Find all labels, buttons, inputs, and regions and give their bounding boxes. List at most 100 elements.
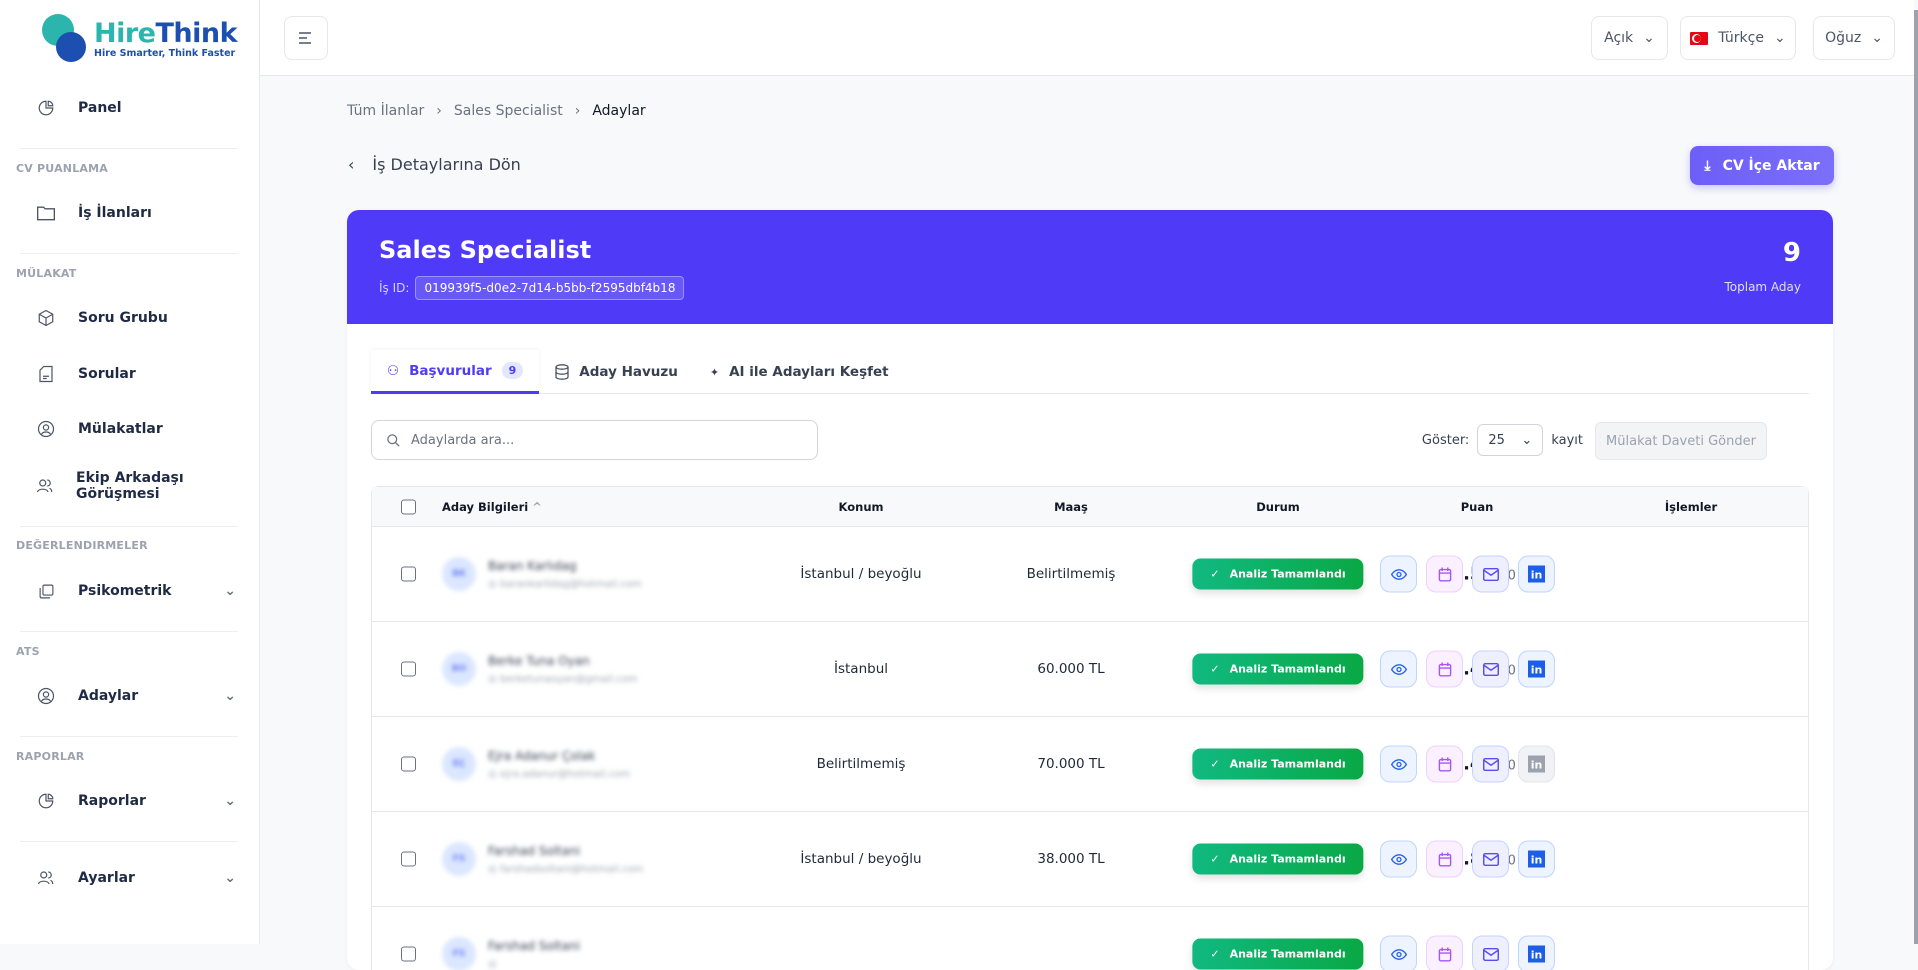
candidate-email: ◎ barankarlidag@hotmail.com xyxy=(488,579,642,590)
sidebar-item-ekip[interactable]: Ekip Arkadaşı Görüşmesi xyxy=(36,468,236,504)
job-title: Sales Specialist xyxy=(379,236,591,264)
row-checkbox[interactable] xyxy=(401,662,416,677)
table-row: BK Baran Karlıdag◎ barankarlidag@hotmail… xyxy=(372,527,1808,622)
view-button[interactable] xyxy=(1380,556,1417,593)
language-label: Türkçe xyxy=(1718,30,1764,46)
linkedin-button[interactable]: in xyxy=(1518,651,1555,688)
view-button[interactable] xyxy=(1380,651,1417,688)
select-all-checkbox[interactable] xyxy=(401,499,416,514)
page-size-control: Göster: 25⌄ kayıt xyxy=(1422,420,1583,460)
sidebar-item-is-ilanlari[interactable]: İş İlanları xyxy=(36,195,236,231)
linkedin-icon: in xyxy=(1528,566,1545,583)
schedule-button[interactable] xyxy=(1426,556,1463,593)
avatar: BK xyxy=(442,557,476,591)
job-candidates-card: Sales Specialist İş ID:019939f5-d0e2-7d1… xyxy=(347,210,1833,970)
sidebar-item-adaylar[interactable]: Adaylar⌄ xyxy=(36,678,236,714)
job-header: Sales Specialist İş ID:019939f5-d0e2-7d1… xyxy=(347,210,1833,324)
mail-icon xyxy=(1483,567,1499,581)
row-checkbox[interactable] xyxy=(401,852,416,867)
email-button[interactable] xyxy=(1472,841,1509,878)
linkedin-button[interactable]: in xyxy=(1518,841,1555,878)
chevron-down-icon: ⌄ xyxy=(1871,30,1883,46)
sidebar-item-psikometrik[interactable]: Psikometrik⌄ xyxy=(36,573,236,609)
theme-dropdown[interactable]: Açık⌄ xyxy=(1591,16,1668,60)
schedule-button[interactable] xyxy=(1426,936,1463,970)
user-circle-icon xyxy=(36,419,56,439)
candidate-info[interactable]: FS Farshad Soltani◎ xyxy=(442,937,580,970)
sidebar-item-panel[interactable]: Panel xyxy=(36,90,236,126)
sidebar-label: Ekip Arkadaşı Görüşmesi xyxy=(76,470,236,502)
row-actions: in xyxy=(1380,936,1555,970)
tab-label: Başvurular xyxy=(409,363,492,379)
view-button[interactable] xyxy=(1380,746,1417,783)
row-checkbox[interactable] xyxy=(401,757,416,772)
import-cv-button[interactable]: ⤓CV İçe Aktar xyxy=(1690,146,1834,185)
candidate-info[interactable]: BK Baran Karlıdag◎ barankarlidag@hotmail… xyxy=(442,557,642,591)
scrollbar[interactable] xyxy=(1914,10,1918,944)
sidebar-label: İş İlanları xyxy=(78,205,152,221)
email-button[interactable] xyxy=(1472,651,1509,688)
tab-aday-havuzu[interactable]: Aday Havuzu xyxy=(539,350,694,394)
check-icon: ✓ xyxy=(1210,663,1219,676)
menu-toggle-button[interactable] xyxy=(284,16,328,60)
breadcrumb-all-jobs[interactable]: Tüm İlanlar xyxy=(347,103,424,119)
linkedin-button[interactable]: in xyxy=(1518,746,1555,783)
email-button[interactable] xyxy=(1472,936,1509,970)
sidebar-item-raporlar[interactable]: Raporlar⌄ xyxy=(36,783,236,819)
section-raporlar: RAPORLAR xyxy=(16,750,84,763)
status-badge: ✓Analiz Tamamlandı xyxy=(1192,654,1363,685)
schedule-button[interactable] xyxy=(1426,651,1463,688)
sidebar-item-soru-grubu[interactable]: Soru Grubu xyxy=(36,300,236,336)
candidate-location: İstanbul xyxy=(834,661,888,677)
eye-icon xyxy=(1391,566,1407,582)
check-icon: ✓ xyxy=(1210,758,1219,771)
sidebar-item-ayarlar[interactable]: Ayarlar⌄ xyxy=(36,860,236,896)
mail-icon xyxy=(1483,662,1499,676)
page-size-select[interactable]: 25⌄ xyxy=(1477,424,1543,456)
candidates-table: Aday Bilgileri ^ Konum Maaş Durum Puan İ… xyxy=(371,486,1809,970)
view-button[interactable] xyxy=(1380,936,1417,970)
candidate-location: İstanbul / beyoğlu xyxy=(800,851,921,867)
candidate-info[interactable]: BO Berke Tuna Oyan◎ berketunaoyan@gmail.… xyxy=(442,652,638,686)
chevron-down-icon: ⌄ xyxy=(1521,433,1532,448)
row-checkbox[interactable] xyxy=(401,567,416,582)
eye-icon xyxy=(1391,851,1407,867)
back-to-job-link[interactable]: ‹İş Detaylarına Dön xyxy=(348,155,521,174)
search-input[interactable] xyxy=(411,433,791,448)
mail-icon xyxy=(1483,757,1499,771)
candidate-name: Berke Tuna Oyan xyxy=(488,654,638,668)
language-dropdown[interactable]: Türkçe⌄ xyxy=(1680,16,1796,60)
send-invite-label: Mülakat Daveti Gönder xyxy=(1606,434,1756,449)
back-label: İş Detaylarına Dön xyxy=(372,155,520,174)
linkedin-icon: in xyxy=(1528,851,1545,868)
candidate-info[interactable]: FS Farshad Soltani◎ farshadsoltani@hotma… xyxy=(442,842,643,876)
candidate-info[interactable]: EÇ Ejra Adanur Çolak◎ ejra.adanur@hotmai… xyxy=(442,747,630,781)
chevron-right-icon: › xyxy=(436,103,442,119)
linkedin-button[interactable]: in xyxy=(1518,556,1555,593)
users-icon xyxy=(36,868,56,888)
candidate-location: Belirtilmemiş xyxy=(817,756,906,772)
calendar-icon xyxy=(1438,756,1452,772)
sidebar-label: Mülakatlar xyxy=(78,421,163,437)
linkedin-button[interactable]: in xyxy=(1518,936,1555,970)
mail-icon xyxy=(1483,947,1499,961)
email-button[interactable] xyxy=(1472,556,1509,593)
divider xyxy=(20,841,238,842)
view-button[interactable] xyxy=(1380,841,1417,878)
sidebar-item-mulakatlar[interactable]: Mülakatlar xyxy=(36,411,236,447)
send-invite-button[interactable]: Mülakat Daveti Gönder xyxy=(1595,422,1767,460)
schedule-button[interactable] xyxy=(1426,841,1463,878)
header-aday-bilgileri[interactable]: Aday Bilgileri ^ xyxy=(442,500,542,514)
breadcrumb-job[interactable]: Sales Specialist xyxy=(454,103,563,119)
sidebar-item-sorular[interactable]: Sorular xyxy=(36,356,236,392)
mail-icon: ◎ xyxy=(488,864,500,875)
status-badge: ✓Analiz Tamamlandı xyxy=(1192,559,1363,590)
logo[interactable]: HireThink Hire Smarter, Think Faster xyxy=(42,14,237,64)
user-menu-dropdown[interactable]: Oğuz⌄ xyxy=(1813,16,1895,60)
table-row: EÇ Ejra Adanur Çolak◎ ejra.adanur@hotmai… xyxy=(372,717,1808,812)
row-checkbox[interactable] xyxy=(401,947,416,962)
tab-ai-kesfet[interactable]: ✦AI ile Adayları Keşfet xyxy=(694,350,905,394)
email-button[interactable] xyxy=(1472,746,1509,783)
schedule-button[interactable] xyxy=(1426,746,1463,783)
